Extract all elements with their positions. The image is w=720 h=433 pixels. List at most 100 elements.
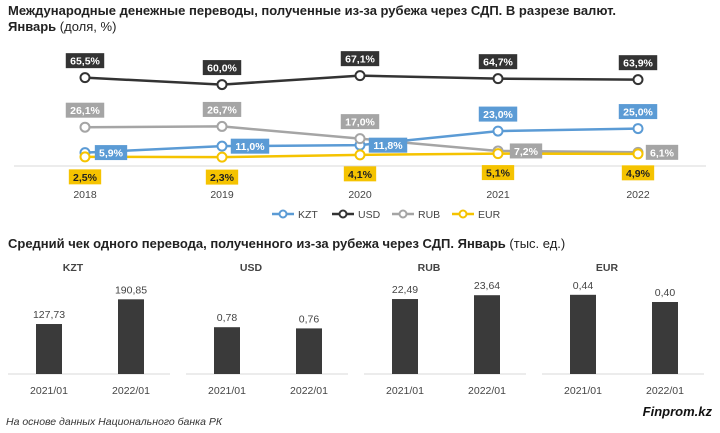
data-point-rub — [79, 121, 91, 133]
x-tick-label: 2020 — [348, 189, 372, 201]
bar — [214, 327, 240, 374]
data-label: 25,0% — [623, 107, 653, 119]
data-label-box — [65, 53, 105, 69]
data-label-box — [68, 169, 102, 185]
data-label: 4,1% — [348, 169, 373, 181]
legend-marker — [338, 209, 348, 219]
panel-title: EUR — [596, 262, 619, 274]
data-point-kzt — [492, 125, 504, 137]
data-label-box — [618, 104, 658, 120]
bar-category-label: 2022/01 — [112, 385, 150, 397]
data-label: 11,8% — [373, 140, 403, 152]
data-label-box — [478, 106, 518, 122]
data-label: 5,9% — [99, 148, 124, 160]
data-label-box — [509, 143, 543, 159]
panel-title: RUB — [418, 262, 441, 274]
bar-value-label: 0,78 — [217, 312, 238, 324]
bar-value-label: 0,76 — [299, 313, 320, 325]
data-label: 6,1% — [650, 147, 675, 159]
panel-title: KZT — [63, 262, 84, 274]
data-point-usd — [354, 70, 366, 82]
data-label: 23,0% — [483, 109, 513, 121]
legend-marker — [458, 209, 468, 219]
data-label: 17,0% — [345, 117, 375, 129]
data-point-kzt — [216, 140, 228, 152]
bar-value-label: 23,64 — [474, 280, 500, 292]
brand-logo: Finprom.kz — [642, 404, 712, 419]
bar-category-label: 2022/01 — [468, 385, 506, 397]
data-label-box — [205, 169, 239, 185]
data-label-box — [94, 145, 128, 161]
data-label: 2,3% — [210, 172, 235, 184]
bar — [474, 295, 500, 374]
bar-value-label: 190,85 — [115, 284, 147, 296]
data-label: 5,1% — [486, 168, 511, 180]
bar-charts: KZT 127,73 2021/01 190,85 2022/01 USD 0,78 2021… — [8, 262, 704, 397]
data-label-box — [621, 165, 655, 181]
bar-category-label: 2022/01 — [646, 385, 684, 397]
data-point-rub — [216, 120, 228, 132]
legend-entry: KZT — [298, 209, 318, 221]
data-point-eur — [216, 151, 228, 163]
legend-entry: EUR — [478, 209, 501, 221]
data-label-box — [645, 144, 679, 160]
data-label: 26,7% — [207, 104, 237, 116]
source-note: На основе данных Национального банка РК — [6, 416, 223, 428]
bar-chart-title: Средний чек одного перевода, полученного… — [8, 236, 566, 251]
x-tick-label: 2018 — [73, 189, 97, 201]
line-chart: 2018 2019 2020 2021 2022 5,9% 11,0% 11,8% 23,0% 2… — [14, 51, 706, 221]
data-label-box — [618, 55, 658, 71]
bar-category-label: 2022/01 — [290, 385, 328, 397]
data-label: 2,5% — [73, 172, 98, 184]
x-tick-label: 2022 — [626, 189, 650, 201]
data-point-usd — [216, 79, 228, 91]
data-point-usd — [492, 73, 504, 85]
data-label: 67,1% — [345, 54, 375, 66]
data-label: 26,1% — [70, 105, 100, 117]
data-point-kzt — [632, 123, 644, 135]
bar — [36, 324, 62, 374]
bar-category-label: 2021/01 — [564, 385, 602, 397]
data-label-box — [481, 165, 515, 181]
x-tick-label: 2021 — [486, 189, 510, 201]
data-label-box — [202, 60, 242, 76]
data-label: 65,5% — [70, 56, 100, 68]
panel-title: USD — [240, 262, 263, 274]
bar-category-label: 2021/01 — [30, 385, 68, 397]
data-label-box — [230, 138, 270, 154]
data-label-box — [340, 51, 380, 67]
data-label-box — [202, 101, 242, 117]
bar — [118, 299, 144, 374]
data-label-box — [343, 166, 377, 182]
legend-entry: RUB — [418, 209, 440, 221]
data-point-eur — [492, 148, 504, 160]
data-label-box — [340, 114, 380, 130]
data-label-box — [65, 102, 105, 118]
bar — [652, 302, 678, 374]
data-label: 7,2% — [514, 146, 539, 158]
data-label-box — [478, 54, 518, 70]
legend-marker — [398, 209, 408, 219]
data-label: 63,9% — [623, 58, 653, 70]
data-point-rub — [354, 133, 366, 145]
legend-marker — [278, 209, 288, 219]
chart-subtitle: Январь (доля, %) — [8, 19, 117, 34]
bar — [570, 294, 596, 374]
bar-category-label: 2021/01 — [386, 385, 424, 397]
data-label: 4,9% — [626, 168, 651, 180]
data-label-box — [368, 137, 408, 153]
data-label: 60,0% — [207, 63, 237, 75]
data-label: 64,7% — [483, 57, 513, 69]
bar-value-label: 0,44 — [573, 280, 594, 292]
data-point-eur — [632, 148, 644, 160]
chart-title: Международные денежные переводы, получен… — [8, 3, 616, 18]
legend-entry: USD — [358, 209, 381, 221]
bar-value-label: 0,40 — [655, 287, 676, 299]
bar-value-label: 127,73 — [33, 309, 65, 321]
data-point-usd — [632, 74, 644, 86]
bar — [392, 299, 418, 374]
data-point-usd — [79, 72, 91, 84]
x-tick-label: 2019 — [210, 189, 234, 201]
bar-value-label: 22,49 — [392, 284, 418, 296]
data-point-eur — [79, 151, 91, 163]
